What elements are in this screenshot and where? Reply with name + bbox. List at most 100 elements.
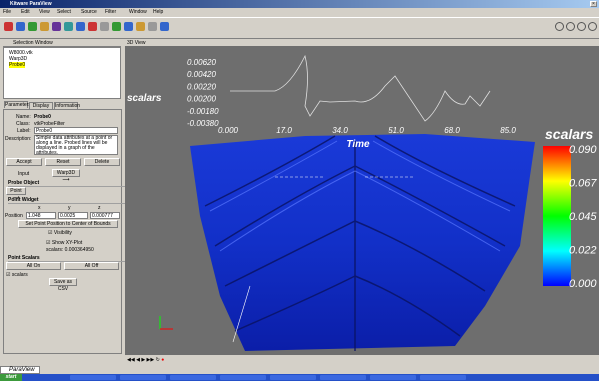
toolbar-button[interactable]: [64, 22, 73, 31]
action-button[interactable]: Delete: [84, 158, 120, 166]
tab[interactable]: Information: [54, 102, 81, 109]
view-header: 3D View: [125, 39, 599, 47]
toolbar: [0, 17, 599, 39]
surface: [190, 134, 535, 351]
vcr-controls[interactable]: ◀◀ ◀ ▶ ▶▶ ↻ ●: [127, 357, 165, 363]
plot-y-tick-label: 0.00420: [187, 70, 216, 79]
menu-item[interactable]: Select: [57, 9, 71, 15]
toolbar-button[interactable]: [124, 22, 133, 31]
toolbar-button[interactable]: [136, 22, 145, 31]
toolbar-button[interactable]: [16, 22, 25, 31]
toolbar-button[interactable]: [88, 22, 97, 31]
toolbar-button[interactable]: [40, 22, 49, 31]
visibility-checkbox[interactable]: ☑ Visibility: [48, 230, 72, 236]
taskbar-button[interactable]: [120, 375, 166, 380]
menu-item[interactable]: Filter: [105, 9, 117, 15]
orientation-axes: [159, 316, 173, 330]
toolbar-button[interactable]: [577, 22, 586, 31]
plot-x-label: Time: [346, 139, 370, 150]
toolbar-button[interactable]: [148, 22, 157, 31]
toolbar-button[interactable]: [100, 22, 109, 31]
input-label: Input: [18, 171, 30, 177]
menu-item[interactable]: View: [39, 9, 50, 15]
position-input[interactable]: 1.048: [26, 212, 56, 219]
surface-ridges: [204, 135, 516, 351]
taskbar-button[interactable]: [370, 375, 416, 380]
label-label: Label:: [17, 128, 31, 134]
menu-item[interactable]: Source: [81, 9, 97, 15]
position-input[interactable]: 0.000777: [90, 212, 120, 219]
taskbar-button[interactable]: [170, 375, 216, 380]
menu-item[interactable]: Help: [153, 9, 164, 15]
toolbar-button[interactable]: [76, 22, 85, 31]
show-xy-plot-checkbox[interactable]: ☑ Show XY-Plot: [46, 240, 83, 246]
color-bar-label: 0.022: [569, 245, 597, 257]
tab[interactable]: Parameters: [4, 101, 31, 108]
tab-bar: Parameters Display Information: [4, 101, 122, 109]
toolbar-button[interactable]: [588, 22, 597, 31]
tree-item[interactable]: Probe0: [9, 62, 26, 68]
color-bar-label: 0.045: [569, 211, 597, 223]
save-csv-button[interactable]: Save as CSV: [49, 278, 77, 292]
window-title: Kitware ParaView: [10, 1, 52, 7]
selection-window-header: Selection Window: [3, 40, 121, 47]
menu-bar: File Edit View Select Source Filter Window Help: [0, 8, 599, 16]
title-bar: Kitware ParaView ×: [0, 0, 599, 8]
all-on-button[interactable]: All On: [6, 262, 61, 270]
toolbar-button[interactable]: [112, 22, 121, 31]
color-bar-label: 0.067: [569, 178, 597, 190]
taskbar-button[interactable]: [70, 375, 116, 380]
color-bar: [543, 146, 571, 286]
taskbar-button[interactable]: [420, 375, 466, 380]
plot-x-tick-label: 0.000: [218, 126, 239, 135]
plot-x-tick-label: 68.0: [444, 126, 460, 135]
axis-label: x: [38, 205, 41, 211]
taskbar-button[interactable]: [320, 375, 366, 380]
tree-item[interactable]: Warp3D: [9, 56, 28, 62]
class-label: Class:: [16, 121, 30, 127]
toolbar-button[interactable]: [160, 22, 169, 31]
toolbar-button[interactable]: [566, 22, 575, 31]
class-value: vtkProbeFilter: [34, 121, 65, 127]
toolbar-button[interactable]: [28, 22, 37, 31]
center-button[interactable]: Set Point Position to Center of Bounds: [18, 220, 118, 228]
properties-panel: Name: Probe0 Class: vtkProbeFilter Label…: [3, 109, 125, 354]
render-view: scalars 0.00620 0.00420 0.00220 0.00200 -0.00…: [125, 46, 599, 355]
xy-plot-curve: [230, 54, 491, 122]
input-menu[interactable]: Warp3D ⟶: [52, 169, 80, 183]
probe-object-menu[interactable]: Point ⟶: [6, 187, 26, 201]
menu-item[interactable]: Window: [129, 9, 147, 15]
plot-y-tick-label: 0.00200: [187, 95, 216, 104]
plot-y-tick-label: -0.00380: [187, 119, 219, 128]
position-input[interactable]: 0.0025: [58, 212, 88, 219]
action-button[interactable]: Reset: [45, 158, 81, 166]
probe-object-value: Point: [10, 188, 22, 194]
color-bar-label: 0.000: [569, 278, 597, 290]
description-label: Description:: [5, 136, 32, 142]
axis-label: y: [68, 205, 71, 211]
all-off-button[interactable]: All Off: [64, 262, 119, 270]
surface-highlights: [209, 140, 511, 252]
scalars-label: scalars: [11, 272, 28, 278]
toolbar-button[interactable]: [555, 22, 564, 31]
action-button[interactable]: Accept: [6, 158, 42, 166]
toolbar-button[interactable]: [4, 22, 13, 31]
plot-y-label: scalars: [127, 93, 162, 104]
label-input[interactable]: Probe0: [34, 127, 118, 134]
taskbar-button[interactable]: [270, 375, 316, 380]
scalars-checkbox[interactable]: ☑ scalars: [6, 272, 28, 278]
taskbar-button[interactable]: [220, 375, 266, 380]
selection-window-title: Selection Window: [13, 40, 53, 46]
tree-item[interactable]: W8000.vtk: [9, 50, 33, 56]
position-label: Position: [5, 213, 23, 219]
start-button[interactable]: start: [0, 374, 22, 381]
menu-item[interactable]: Edit: [21, 9, 30, 15]
menu-item[interactable]: File: [3, 9, 12, 15]
description-text: Simple data attributes at a point or alo…: [34, 135, 118, 156]
point-scalars-title: Point Scalars: [8, 255, 125, 262]
close-button[interactable]: ×: [590, 1, 597, 7]
toolbar-button[interactable]: [52, 22, 61, 31]
status-tab[interactable]: ParaView: [0, 366, 40, 374]
tab[interactable]: Display: [29, 102, 53, 109]
